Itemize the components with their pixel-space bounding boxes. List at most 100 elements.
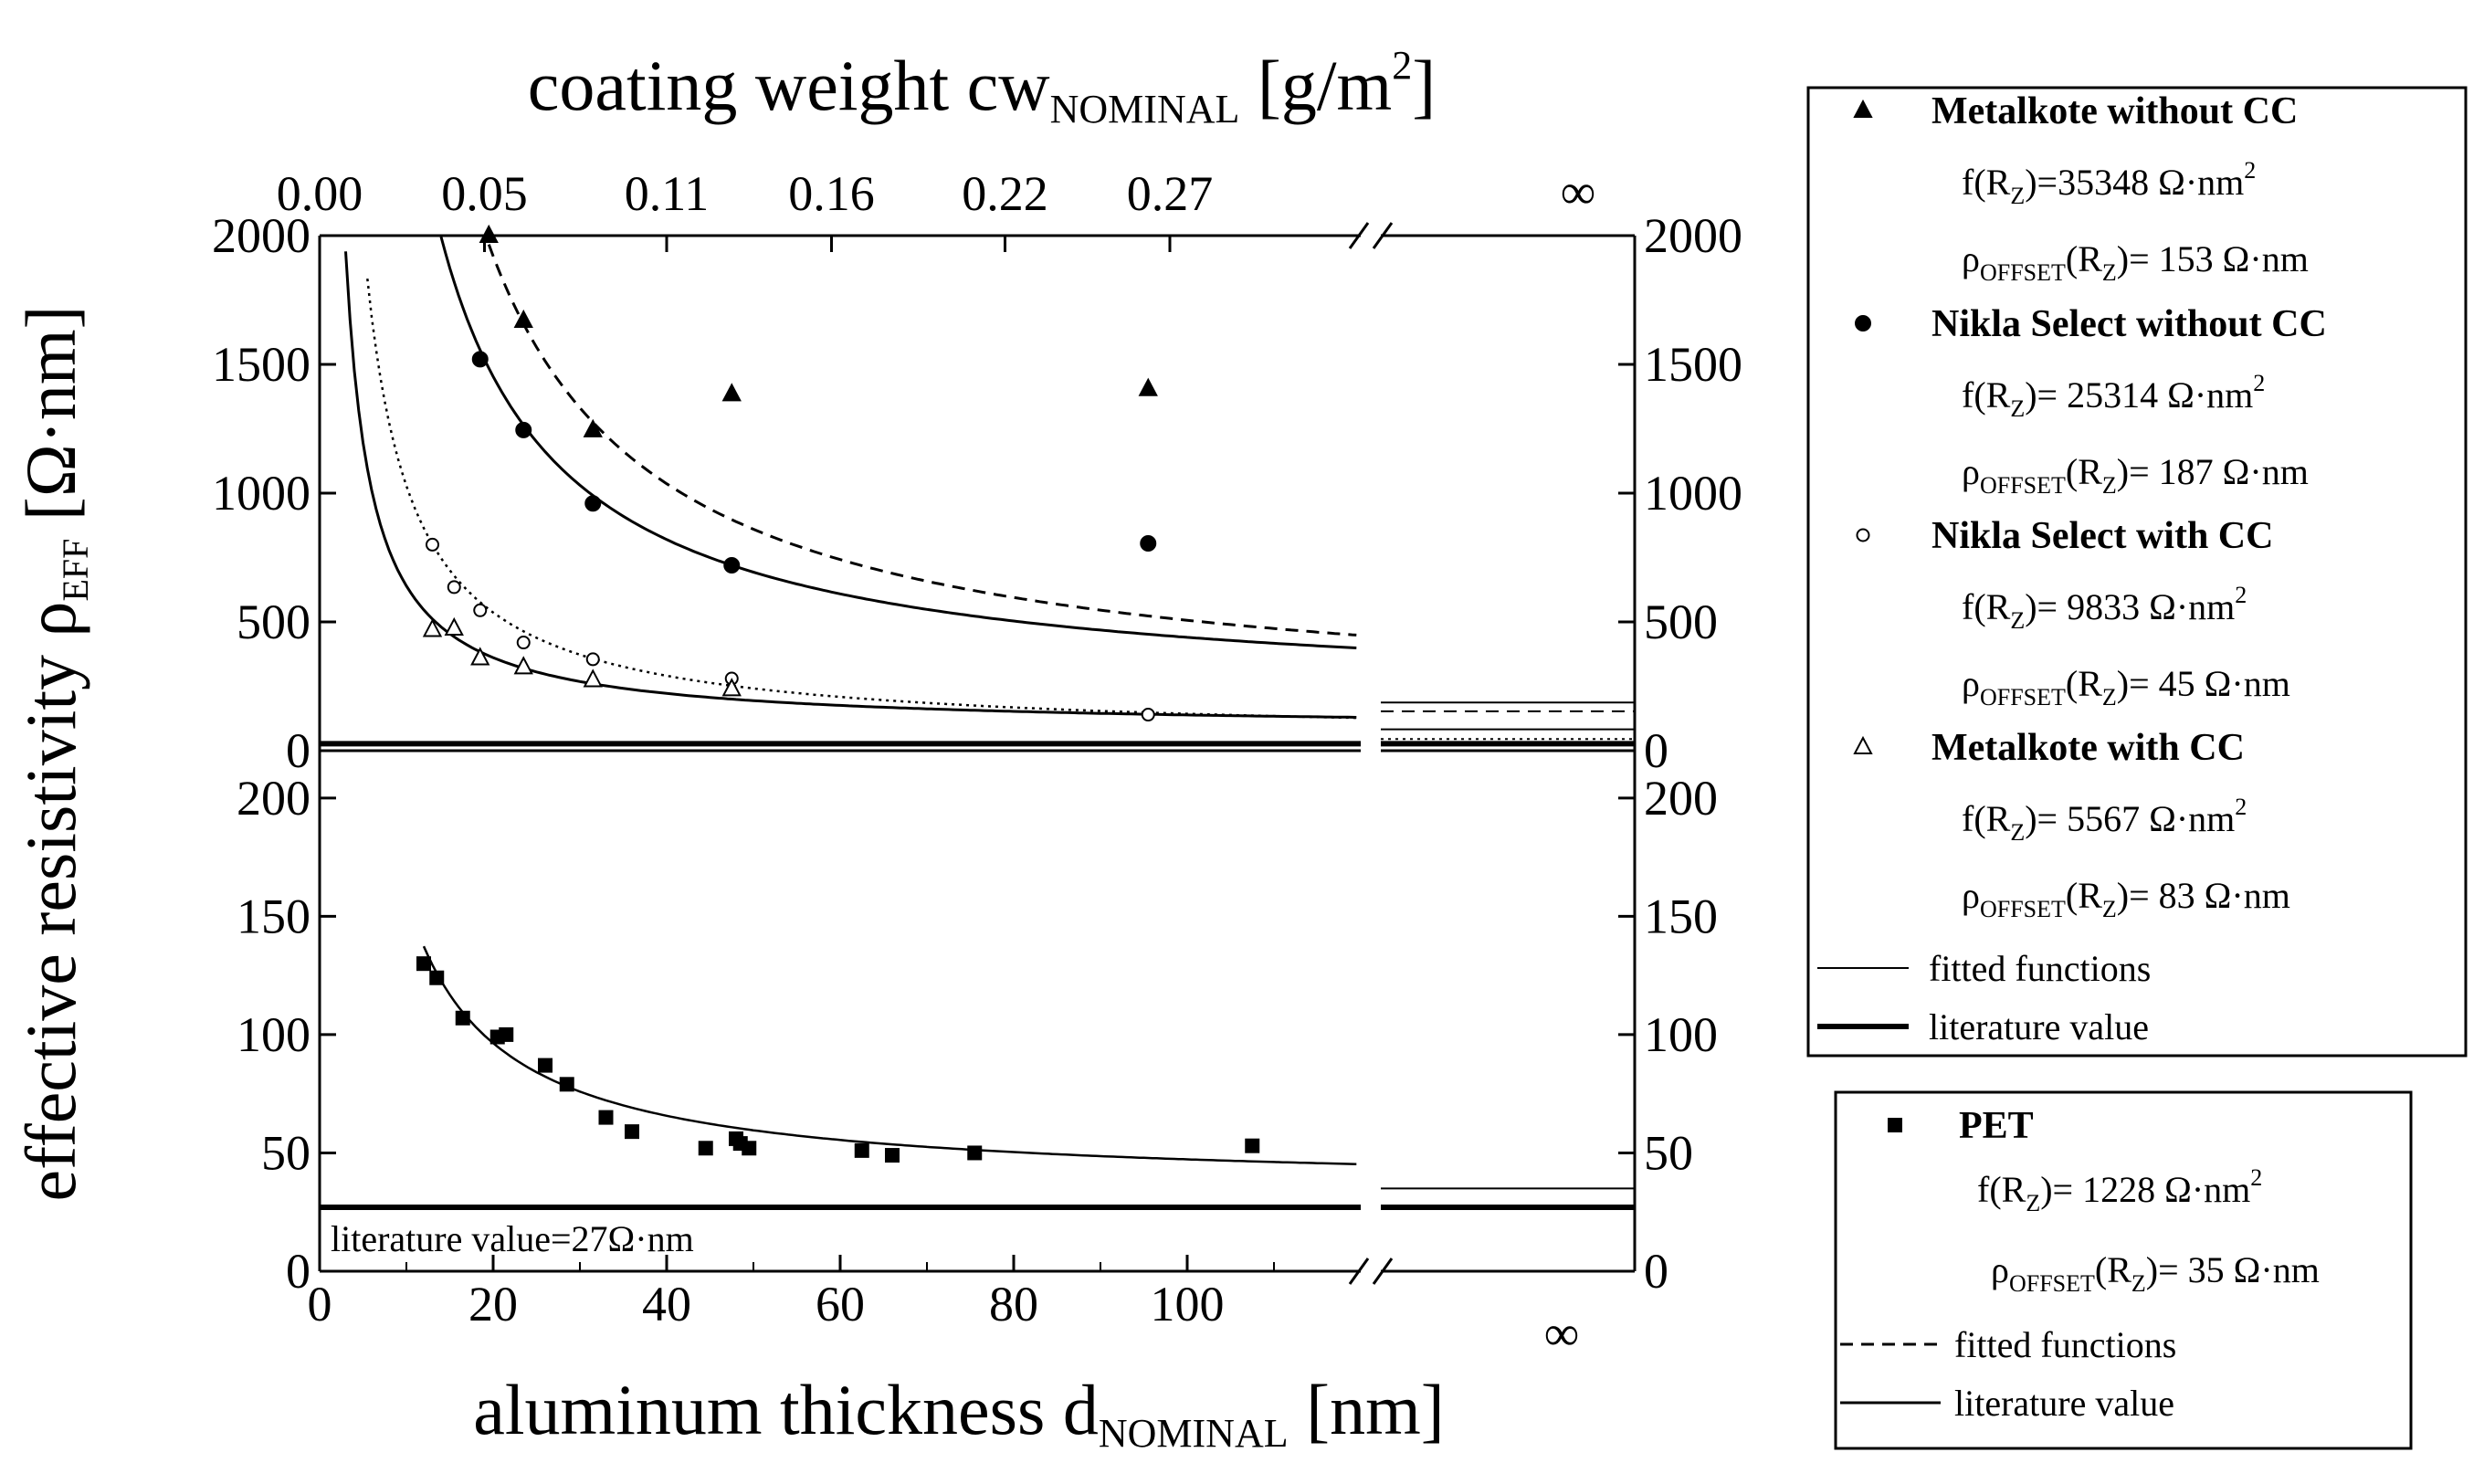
upper-y-tick-label: 1500 bbox=[212, 337, 310, 392]
fit-curve-metalkote-without-cc bbox=[487, 244, 1357, 637]
lower-y-tick-label: 150 bbox=[237, 889, 310, 943]
x-tick-label: 100 bbox=[1151, 1277, 1225, 1331]
upper-y-tick-label-right: 1500 bbox=[1644, 337, 1742, 392]
top-tick-label: 0.00 bbox=[277, 166, 363, 221]
legend-fitted-label: fitted functions bbox=[1954, 1324, 2176, 1365]
literature-annotation: literature value=27Ω·nm bbox=[331, 1218, 694, 1259]
data-point-metalkote-without-cc bbox=[513, 309, 533, 329]
legend-literature-label: literature value bbox=[1954, 1383, 2174, 1424]
upper-y-tick-label: 1000 bbox=[212, 466, 310, 521]
data-point-metalkote-with-cc bbox=[583, 668, 603, 688]
legend-series-name: Nikla Select without CC bbox=[1931, 303, 2327, 345]
lower-y-tick-label-right: 100 bbox=[1644, 1007, 1718, 1062]
legend-offset-value: ρOFFSET(RZ)= 35 Ω·nm bbox=[1991, 1249, 2320, 1297]
legend-marker-pet bbox=[1888, 1118, 1902, 1132]
axis-break-mark bbox=[1348, 1258, 1370, 1285]
data-point-pet bbox=[429, 970, 445, 985]
legend-marker-metalkote-without-cc bbox=[1853, 99, 1873, 118]
data-point-nikla-select-with-cc bbox=[426, 537, 439, 552]
x-tick-label: 0 bbox=[308, 1277, 332, 1331]
top-tick-label: 0.22 bbox=[962, 166, 1048, 221]
data-point-pet bbox=[559, 1077, 574, 1092]
fit-curve-nikla-select-without-cc bbox=[439, 237, 1357, 649]
legend-f-value: f(RZ)= 5567 Ω·nm2 bbox=[1962, 794, 2247, 846]
fit-curve-metalkote-with-cc bbox=[344, 251, 1357, 719]
data-point-pet bbox=[885, 1148, 900, 1163]
data-markers bbox=[416, 224, 1260, 1163]
legend-marker-nikla-select-with-cc bbox=[1856, 528, 1870, 542]
data-point-metalkote-with-cc bbox=[444, 616, 464, 637]
x-tick-label: 40 bbox=[642, 1277, 691, 1331]
data-point-pet bbox=[625, 1124, 639, 1140]
upper-y-tick-label-right: 0 bbox=[1644, 723, 1668, 778]
legend-offset-value: ρOFFSET(RZ)= 153 Ω·nm bbox=[1962, 238, 2309, 286]
data-point-nikla-select-without-cc bbox=[723, 556, 741, 574]
data-point-metalkote-without-cc bbox=[721, 383, 742, 402]
legend-fitted-label: fitted functions bbox=[1929, 948, 2151, 989]
legend: Metalkote without CC f(RZ)=35348 Ω·nm2 ρOF… bbox=[1806, 86, 2468, 1450]
x-tick-label: 60 bbox=[816, 1277, 865, 1331]
data-point-pet bbox=[416, 956, 431, 972]
legend-box-lower bbox=[1834, 1090, 2413, 1450]
lower-y-tick-label-right: 0 bbox=[1644, 1244, 1668, 1299]
axis-break-mark bbox=[1372, 1258, 1394, 1285]
data-point-nikla-select-with-cc bbox=[447, 580, 461, 595]
data-point-pet bbox=[499, 1026, 514, 1042]
lower-y-tick-label: 50 bbox=[261, 1125, 310, 1180]
legend-f-value: f(RZ)=35348 Ω·nm2 bbox=[1962, 157, 2256, 209]
legend-f-value: f(RZ)= 9833 Ω·nm2 bbox=[1962, 582, 2247, 634]
upper-y-tick-label: 0 bbox=[286, 723, 310, 778]
upper-y-tick-label-right: 2000 bbox=[1644, 208, 1742, 263]
data-point-metalkote-without-cc bbox=[583, 418, 603, 437]
legend-series-name: PET bbox=[1959, 1105, 2034, 1147]
top-tick-label: 0.27 bbox=[1127, 166, 1214, 221]
data-point-metalkote-without-cc bbox=[1138, 377, 1158, 396]
data-point-pet bbox=[455, 1010, 470, 1026]
lower-y-tick-label: 100 bbox=[237, 1007, 310, 1062]
lower-y-tick-label: 200 bbox=[237, 771, 310, 826]
legend-f-value: f(RZ)= 1228 Ω·nm2 bbox=[1977, 1164, 2262, 1216]
data-point-nikla-select-without-cc bbox=[515, 421, 532, 438]
plot-frame bbox=[318, 222, 1637, 1285]
legend-series-name: Nikla Select with CC bbox=[1931, 515, 2273, 557]
data-point-metalkote-with-cc bbox=[721, 678, 742, 697]
data-point-pet bbox=[698, 1141, 713, 1156]
upper-y-tick-label: 500 bbox=[237, 595, 310, 649]
legend-marker-nikla-select-without-cc bbox=[1855, 315, 1871, 332]
data-point-pet bbox=[742, 1141, 757, 1156]
top-tick-label: 0.11 bbox=[625, 166, 710, 221]
top-tick-label: 0.16 bbox=[788, 166, 875, 221]
lower-y-tick-label-right: 200 bbox=[1644, 771, 1718, 826]
axis-break-mark bbox=[1372, 222, 1394, 249]
data-point-nikla-select-without-cc bbox=[1140, 534, 1157, 552]
bottom-infinity-label: ∞ bbox=[1544, 1306, 1580, 1361]
lower-y-tick-label: 0 bbox=[286, 1244, 310, 1299]
legend-marker-metalkote-with-cc bbox=[1853, 735, 1873, 754]
upper-y-tick-label-right: 1000 bbox=[1644, 466, 1742, 521]
data-point-pet bbox=[598, 1110, 614, 1125]
legend-offset-value: ρOFFSET(RZ)= 187 Ω·nm bbox=[1962, 451, 2309, 499]
data-point-metalkote-with-cc bbox=[422, 618, 443, 637]
data-point-pet bbox=[1245, 1138, 1260, 1153]
y-axis-title: effective resistivity ρEFF [Ω·nm] bbox=[11, 306, 96, 1202]
data-point-nikla-select-with-cc bbox=[585, 652, 600, 667]
x-tick-label: 20 bbox=[468, 1277, 518, 1331]
data-point-metalkote-with-cc bbox=[470, 647, 490, 666]
data-point-nikla-select-with-cc bbox=[516, 636, 531, 650]
fit-curve-nikla-select-with-cc bbox=[366, 278, 1357, 720]
x-tick-label: 80 bbox=[989, 1277, 1038, 1331]
data-point-nikla-select-without-cc bbox=[471, 351, 489, 368]
fit-curve-pet bbox=[422, 945, 1357, 1165]
data-point-nikla-select-with-cc bbox=[473, 603, 488, 617]
top-axis-title: coating weight cwNOMINAL [g/m2] bbox=[528, 43, 1436, 132]
legend-offset-value: ρOFFSET(RZ)= 45 Ω·nm bbox=[1962, 663, 2290, 710]
upper-y-tick-label: 2000 bbox=[212, 208, 310, 263]
axis-labels: 0 20 40 60 80 1000.00 0.05 0.11 0.16 0.22 0.27 ∞∞0 0… bbox=[11, 43, 1742, 1456]
fit-curves bbox=[320, 237, 1635, 1211]
lower-y-tick-label-right: 150 bbox=[1644, 889, 1718, 943]
legend-series-name: Metalkote with CC bbox=[1931, 727, 2245, 769]
legend-series-name: Metalkote without CC bbox=[1931, 90, 2298, 132]
axis-break-mark bbox=[1348, 222, 1370, 249]
lower-y-tick-label-right: 50 bbox=[1644, 1125, 1693, 1180]
